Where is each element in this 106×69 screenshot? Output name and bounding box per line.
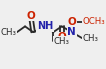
Text: CH₃: CH₃ bbox=[1, 28, 17, 37]
Text: CH₃: CH₃ bbox=[54, 37, 70, 46]
Text: OCH₃: OCH₃ bbox=[83, 18, 105, 26]
Text: O: O bbox=[26, 11, 35, 21]
Text: N: N bbox=[67, 27, 76, 37]
Text: NH: NH bbox=[37, 21, 53, 31]
Text: CH₃: CH₃ bbox=[83, 34, 99, 43]
Text: O: O bbox=[67, 17, 76, 27]
Text: O: O bbox=[57, 32, 66, 42]
